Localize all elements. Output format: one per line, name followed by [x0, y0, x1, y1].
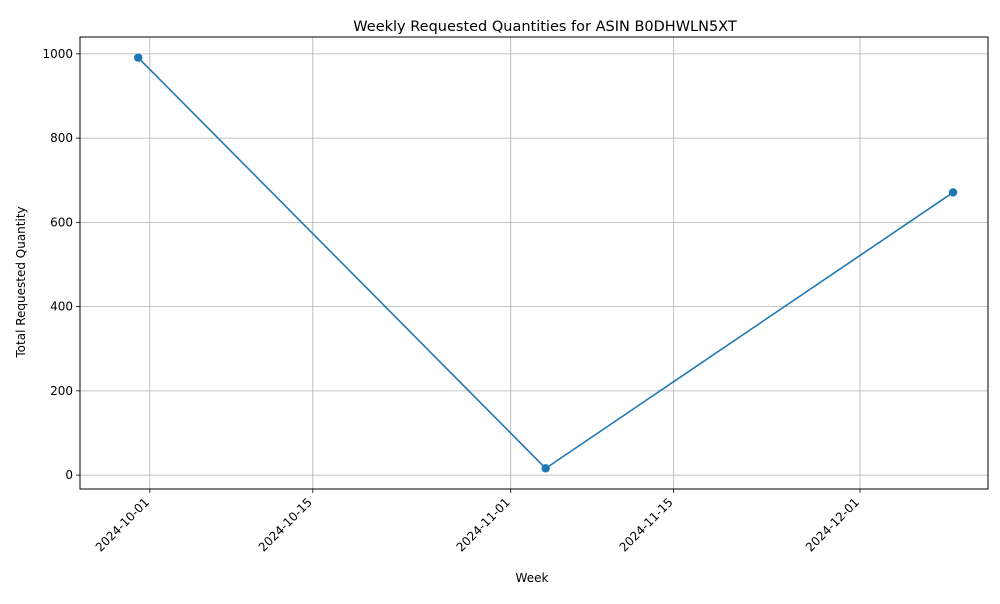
x-axis-ticks: 2024-10-01 2024-10-15 2024-11-01 2024-11-15… — [93, 489, 862, 554]
data-point — [541, 464, 550, 473]
plot-frame — [79, 36, 989, 490]
x-tick-label: 2024-10-01 — [93, 495, 152, 554]
y-tick-label: 1000 — [42, 47, 73, 61]
x-tick-label: 2024-12-01 — [803, 495, 862, 554]
series-layer — [134, 53, 958, 473]
series-line — [137, 57, 954, 470]
x-tick-label: 2024-10-15 — [256, 495, 315, 554]
y-tick-label: 0 — [65, 468, 73, 482]
y-tick-label: 600 — [50, 215, 73, 229]
chart-title: Weekly Requested Quantities for ASIN B0D… — [353, 19, 737, 35]
data-point — [134, 53, 143, 62]
y-axis-ticks: 0 200 400 600 800 1000 — [42, 47, 80, 482]
grid-lines — [80, 37, 988, 489]
axes — [79, 36, 989, 490]
x-axis-label: Week — [516, 571, 549, 585]
x-tick-label: 2024-11-01 — [454, 495, 513, 554]
data-point — [948, 188, 958, 197]
y-tick-label: 800 — [50, 131, 73, 145]
y-tick-label: 200 — [50, 384, 73, 398]
y-tick-label: 400 — [50, 300, 73, 314]
x-tick-label: 2024-11-15 — [617, 495, 676, 554]
y-axis-label: Total Requested Quantity — [14, 206, 28, 358]
